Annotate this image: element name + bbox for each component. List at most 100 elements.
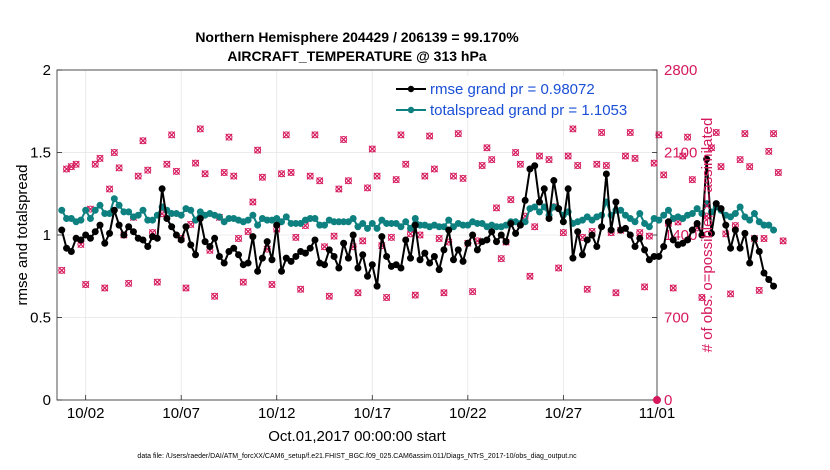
obs-assimilated-marker <box>182 284 190 292</box>
obs-possible-marker <box>106 185 114 193</box>
totalspread-point <box>244 216 252 224</box>
obs-assimilated-marker <box>411 291 419 299</box>
rmse-point <box>593 243 601 251</box>
totalspread-point <box>249 211 257 219</box>
totalspread-point <box>96 201 104 209</box>
obs-assimilated-marker <box>96 154 104 163</box>
totalspread-point <box>578 216 586 224</box>
obs-assimilated-marker <box>239 278 247 286</box>
rmse-point <box>746 259 754 267</box>
rmse-point <box>397 264 405 272</box>
rmse-point <box>440 246 448 254</box>
rmse-point <box>201 238 209 246</box>
obs-possible-marker <box>311 131 319 139</box>
obs-assimilated-marker <box>760 234 768 243</box>
rmse-point <box>449 256 457 264</box>
rmse-point <box>703 155 711 163</box>
rmse-point <box>225 248 233 255</box>
obs-assimilated-marker <box>526 272 534 280</box>
obs-assimilated-marker <box>325 292 333 300</box>
obs-possible-marker <box>483 144 491 152</box>
obs-possible-marker <box>765 147 773 155</box>
rmse-point <box>578 251 586 259</box>
left-y-axis-label: rmse and totalspread <box>14 165 31 306</box>
obs-possible-marker <box>325 292 333 300</box>
obs-possible-marker <box>402 160 410 168</box>
obs-possible-marker <box>383 293 391 301</box>
rmse-point <box>187 241 195 249</box>
obs-count-markers <box>58 109 787 404</box>
x-tick-label: 10/02 <box>67 405 105 422</box>
obs-possible-marker <box>454 130 462 138</box>
obs-assimilated-marker <box>72 160 80 168</box>
obs-assimilated-marker <box>717 163 725 171</box>
obs-possible-marker <box>340 136 348 144</box>
totalspread-point <box>741 213 749 221</box>
obs-possible-marker <box>249 198 257 206</box>
obs-possible-marker <box>598 128 606 136</box>
totalspread-point <box>521 218 529 226</box>
rmse-point <box>717 205 725 213</box>
totalspread-point <box>149 216 157 224</box>
rmse-point <box>426 259 434 267</box>
rmse-point <box>612 198 620 206</box>
obs-assimilated-marker <box>425 132 434 140</box>
rmse-point <box>301 249 309 257</box>
rmse-point <box>722 221 730 229</box>
rmse-point <box>569 254 577 262</box>
obs-zero-marker <box>653 396 661 404</box>
obs-assimilated-marker <box>569 125 577 133</box>
obs-possible-marker <box>459 174 467 182</box>
totalspread-point <box>368 219 376 227</box>
obs-possible-marker <box>368 145 376 153</box>
rmse-point <box>354 264 362 272</box>
totalspread-point <box>411 215 419 222</box>
rmse-point <box>559 218 567 226</box>
totalspread-point <box>373 224 381 232</box>
obs-assimilated-marker <box>153 278 161 286</box>
rmse-point <box>535 198 543 206</box>
obs-assimilated-marker <box>660 171 668 179</box>
rmse-point <box>660 243 668 251</box>
rmse-point <box>206 243 214 251</box>
rmse-point <box>684 236 692 244</box>
rmse-point <box>340 239 348 247</box>
obs-assimilated-marker <box>387 233 396 241</box>
totalspread-point <box>58 206 66 214</box>
obs-possible-marker <box>244 227 252 235</box>
legend-rmse-marker <box>407 85 415 93</box>
obs-assimilated-marker <box>636 229 644 237</box>
rmse-point <box>693 219 701 227</box>
right-y-tick-label: 700 <box>664 310 689 327</box>
totalspread-point <box>110 195 118 203</box>
rmse-point <box>77 236 85 244</box>
obs-assimilated-marker <box>268 280 276 289</box>
obs-assimilated-marker <box>91 160 99 168</box>
rmse-point <box>545 215 553 222</box>
obs-assimilated-marker <box>196 125 204 133</box>
obs-possible-marker <box>411 291 419 299</box>
obs-assimilated-marker <box>488 155 496 164</box>
obs-possible-marker <box>397 131 405 139</box>
rmse-point <box>82 231 90 239</box>
obs-possible-marker <box>722 230 730 238</box>
obs-possible-marker <box>235 235 243 243</box>
rmse-point <box>177 236 185 244</box>
rmse-point <box>58 226 66 234</box>
obs-assimilated-marker <box>311 131 319 139</box>
rmse-point <box>607 226 615 234</box>
obs-assimilated-marker <box>254 146 262 154</box>
totalspread-point <box>727 213 735 221</box>
obs-assimilated-marker <box>115 164 123 172</box>
obs-possible-marker <box>335 185 343 193</box>
obs-assimilated-marker <box>363 184 372 192</box>
obs-possible-marker <box>82 281 90 288</box>
rmse-point <box>765 276 773 284</box>
x-tick-label: 10/07 <box>162 405 200 422</box>
obs-assimilated-marker <box>655 131 663 139</box>
obs-assimilated-marker <box>645 232 653 240</box>
chart-title-line1: Northern Hemisphere 204429 / 206139 = 99… <box>195 29 519 45</box>
rmse-point <box>731 226 739 234</box>
obs-possible-marker <box>492 204 500 212</box>
obs-possible-marker <box>144 166 152 174</box>
